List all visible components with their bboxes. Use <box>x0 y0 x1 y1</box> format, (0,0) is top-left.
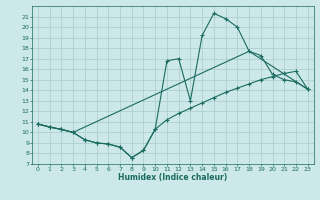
X-axis label: Humidex (Indice chaleur): Humidex (Indice chaleur) <box>118 173 228 182</box>
